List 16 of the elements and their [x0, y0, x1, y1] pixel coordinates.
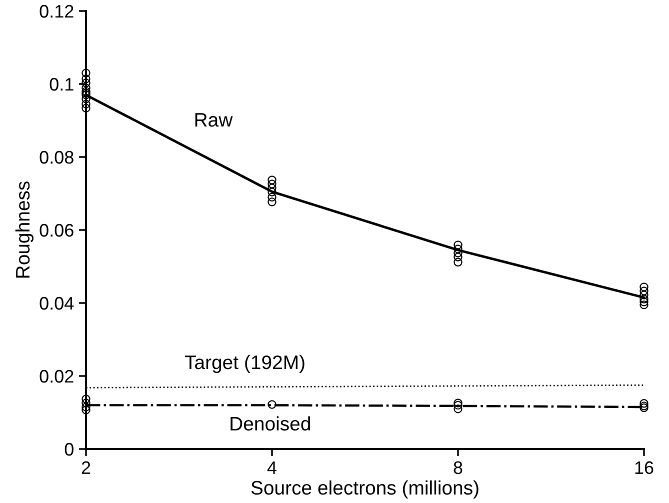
- y-tick-label: 0.08: [40, 150, 74, 164]
- y-tick-label: 0.1: [50, 78, 74, 91]
- y-axis-title: Roughness: [15, 182, 34, 278]
- x-tick-label: 4: [267, 461, 276, 474]
- y-tick-label: 0.02: [40, 370, 74, 383]
- series-label: Raw: [195, 113, 233, 127]
- x-tick-label: 2: [82, 461, 90, 474]
- x-axis-title: Source electrons (millions): [251, 480, 478, 499]
- y-tick-label: 0.06: [40, 224, 74, 237]
- y-tick-label: 0: [64, 442, 74, 456]
- x-tick-label: 8: [454, 461, 462, 474]
- series-label: Target (192M): [184, 354, 304, 374]
- x-tick-label: 16: [635, 461, 654, 474]
- y-tick-label: 0.12: [40, 4, 74, 18]
- y-tick-label: 0.04: [40, 296, 74, 310]
- series-label: Denoised: [230, 416, 310, 431]
